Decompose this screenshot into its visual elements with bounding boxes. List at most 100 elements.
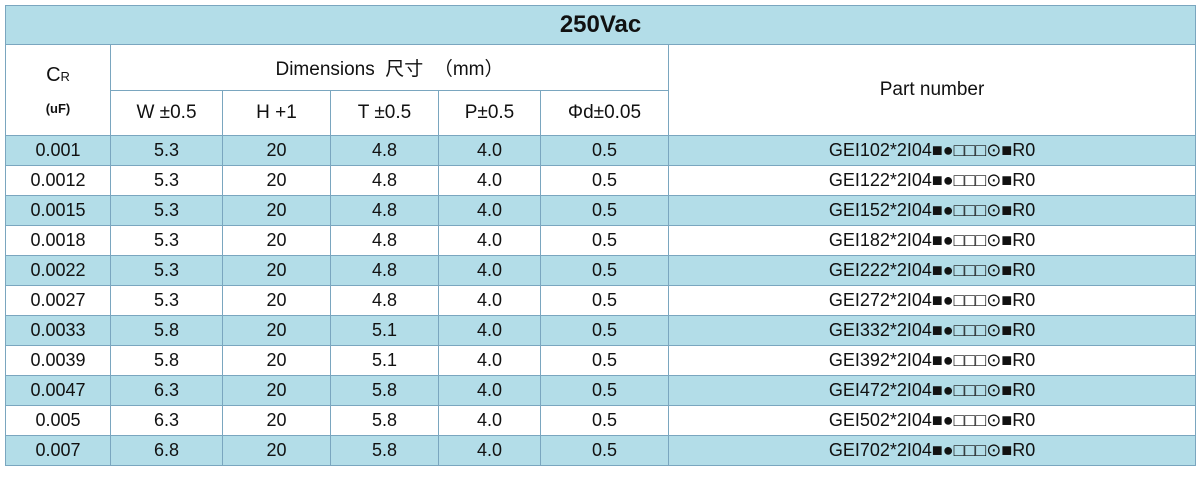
capacitance-cell: 0.005 [5,405,111,436]
width-cell: 5.3 [110,225,223,256]
thickness-cell: 5.8 [330,375,439,406]
pitch-cell: 4.0 [438,195,541,226]
part-number-cell: GEI272*2I04■●□□□⊙■R0 [667,285,1197,316]
height-cell: 20 [222,165,331,196]
part-number-cell: GEI152*2I04■●□□□⊙■R0 [667,195,1197,226]
part-number-cell: GEI332*2I04■●□□□⊙■R0 [667,315,1197,346]
capacitance-cell: 0.0039 [5,345,111,376]
width-cell: 5.3 [110,135,223,166]
thickness-cell: 5.1 [330,345,439,376]
height-cell: 20 [222,225,331,256]
width-cell: 5.3 [110,285,223,316]
pitch-cell: 4.0 [438,285,541,316]
part-number-header: Part number [667,44,1197,136]
pitch-cell: 4.0 [438,135,541,166]
lead-diameter-cell: 0.5 [540,165,669,196]
height-cell: 20 [222,345,331,376]
width-cell: 5.3 [110,195,223,226]
part-number-cell: GEI182*2I04■●□□□⊙■R0 [667,225,1197,256]
title-row: 250Vac [4,5,1197,45]
part-number-cell: GEI702*2I04■●□□□⊙■R0 [667,435,1197,466]
part-number-cell: GEI502*2I04■●□□□⊙■R0 [667,405,1197,436]
width-cell: 5.3 [110,165,223,196]
width-cell: 5.8 [110,345,223,376]
capacitance-cell: 0.001 [5,135,111,166]
column-header: T ±0.5 [330,90,439,136]
part-number-cell: GEI472*2I04■●□□□⊙■R0 [667,375,1197,406]
cr-symbol: C [46,64,61,86]
dimensions-header: Dimensions 尺寸 （mm） [110,44,669,91]
lead-diameter-cell: 0.5 [540,315,669,346]
width-cell: 6.3 [110,405,223,436]
data-row: 0.0047 6.3 20 5.8 4.0 0.5 GEI472*2I04■●□□□⊙■R0 [5,375,1197,406]
lead-diameter-cell: 0.5 [540,285,669,316]
capacitance-cell: 0.0033 [5,315,111,346]
lead-diameter-cell: 0.5 [540,435,669,466]
capacitance-cell: 0.0015 [5,195,111,226]
column-header: W ±0.5 [110,90,223,136]
pitch-cell: 4.0 [438,255,541,286]
column-header: H +1 [222,90,331,136]
sub-header-row: W ±0.5 H +1 T ±0.5 P±0.5 Φd±0.05 [6,90,1196,136]
capacitance-cell: 0.0018 [5,225,111,256]
spec-table: 250Vac CR (uF) Dimensions 尺寸 （mm） Part n… [4,5,1197,466]
pitch-cell: 4.0 [438,375,541,406]
capacitance-cell: 0.0022 [5,255,111,286]
lead-diameter-cell: 0.5 [540,195,669,226]
lead-diameter-cell: 0.5 [540,225,669,256]
height-cell: 20 [222,435,331,466]
pitch-cell: 4.0 [438,435,541,466]
data-row: 0.005 6.3 20 5.8 4.0 0.5 GEI502*2I04■●□□□⊙■R0 [5,405,1197,436]
capacitance-cell: 0.0027 [5,285,111,316]
part-number-cell: GEI102*2I04■●□□□⊙■R0 [667,135,1197,166]
height-cell: 20 [222,315,331,346]
width-cell: 5.8 [110,315,223,346]
height-cell: 20 [222,135,331,166]
capacitance-cell: 0.0047 [5,375,111,406]
lead-diameter-cell: 0.5 [540,405,669,436]
data-row: 0.0027 5.3 20 4.8 4.0 0.5 GEI272*2I04■●□□□⊙■R0 [5,285,1197,316]
column-header: P±0.5 [438,90,541,136]
height-cell: 20 [222,405,331,436]
table-title: 250Vac [4,5,1197,45]
thickness-cell: 4.8 [330,135,439,166]
thickness-cell: 4.8 [330,285,439,316]
part-number-cell: GEI222*2I04■●□□□⊙■R0 [667,255,1197,286]
lead-diameter-cell: 0.5 [540,135,669,166]
height-cell: 20 [222,375,331,406]
height-cell: 20 [222,195,331,226]
thickness-cell: 5.1 [330,315,439,346]
part-number-cell: GEI392*2I04■●□□□⊙■R0 [667,345,1197,376]
thickness-cell: 5.8 [330,405,439,436]
data-row: 0.0015 5.3 20 4.8 4.0 0.5 GEI152*2I04■●□□□⊙■R0 [5,195,1197,226]
header-row: CR (uF) Dimensions 尺寸 （mm） Part number [5,44,1197,136]
capacitance-cell: 0.007 [5,435,111,466]
width-cell: 5.3 [110,255,223,286]
lead-diameter-cell: 0.5 [540,375,669,406]
thickness-cell: 4.8 [330,255,439,286]
pitch-cell: 4.0 [438,345,541,376]
lead-diameter-cell: 0.5 [540,255,669,286]
lead-diameter-cell: 0.5 [540,345,669,376]
width-cell: 6.3 [110,375,223,406]
data-row: 0.007 6.8 20 5.8 4.0 0.5 GEI702*2I04■●□□□⊙■R0 [5,435,1197,466]
thickness-cell: 5.8 [330,435,439,466]
data-row: 0.0039 5.8 20 5.1 4.0 0.5 GEI392*2I04■●□□□⊙■R0 [5,345,1197,376]
column-header: Φd±0.05 [540,90,669,136]
height-cell: 20 [222,285,331,316]
thickness-cell: 4.8 [330,165,439,196]
height-cell: 20 [222,255,331,286]
cr-header: CR (uF) [5,44,111,136]
part-number-cell: GEI122*2I04■●□□□⊙■R0 [667,165,1197,196]
thickness-cell: 4.8 [330,195,439,226]
thickness-cell: 4.8 [330,225,439,256]
pitch-cell: 4.0 [438,315,541,346]
width-cell: 6.8 [110,435,223,466]
pitch-cell: 4.0 [438,225,541,256]
cr-subscript: R [60,69,70,84]
data-row: 0.001 5.3 20 4.8 4.0 0.5 GEI102*2I04■●□□□⊙■R0 [5,135,1197,166]
data-row: 0.0022 5.3 20 4.8 4.0 0.5 GEI222*2I04■●□□□⊙■R0 [5,255,1197,286]
pitch-cell: 4.0 [438,405,541,436]
capacitance-cell: 0.0012 [5,165,111,196]
